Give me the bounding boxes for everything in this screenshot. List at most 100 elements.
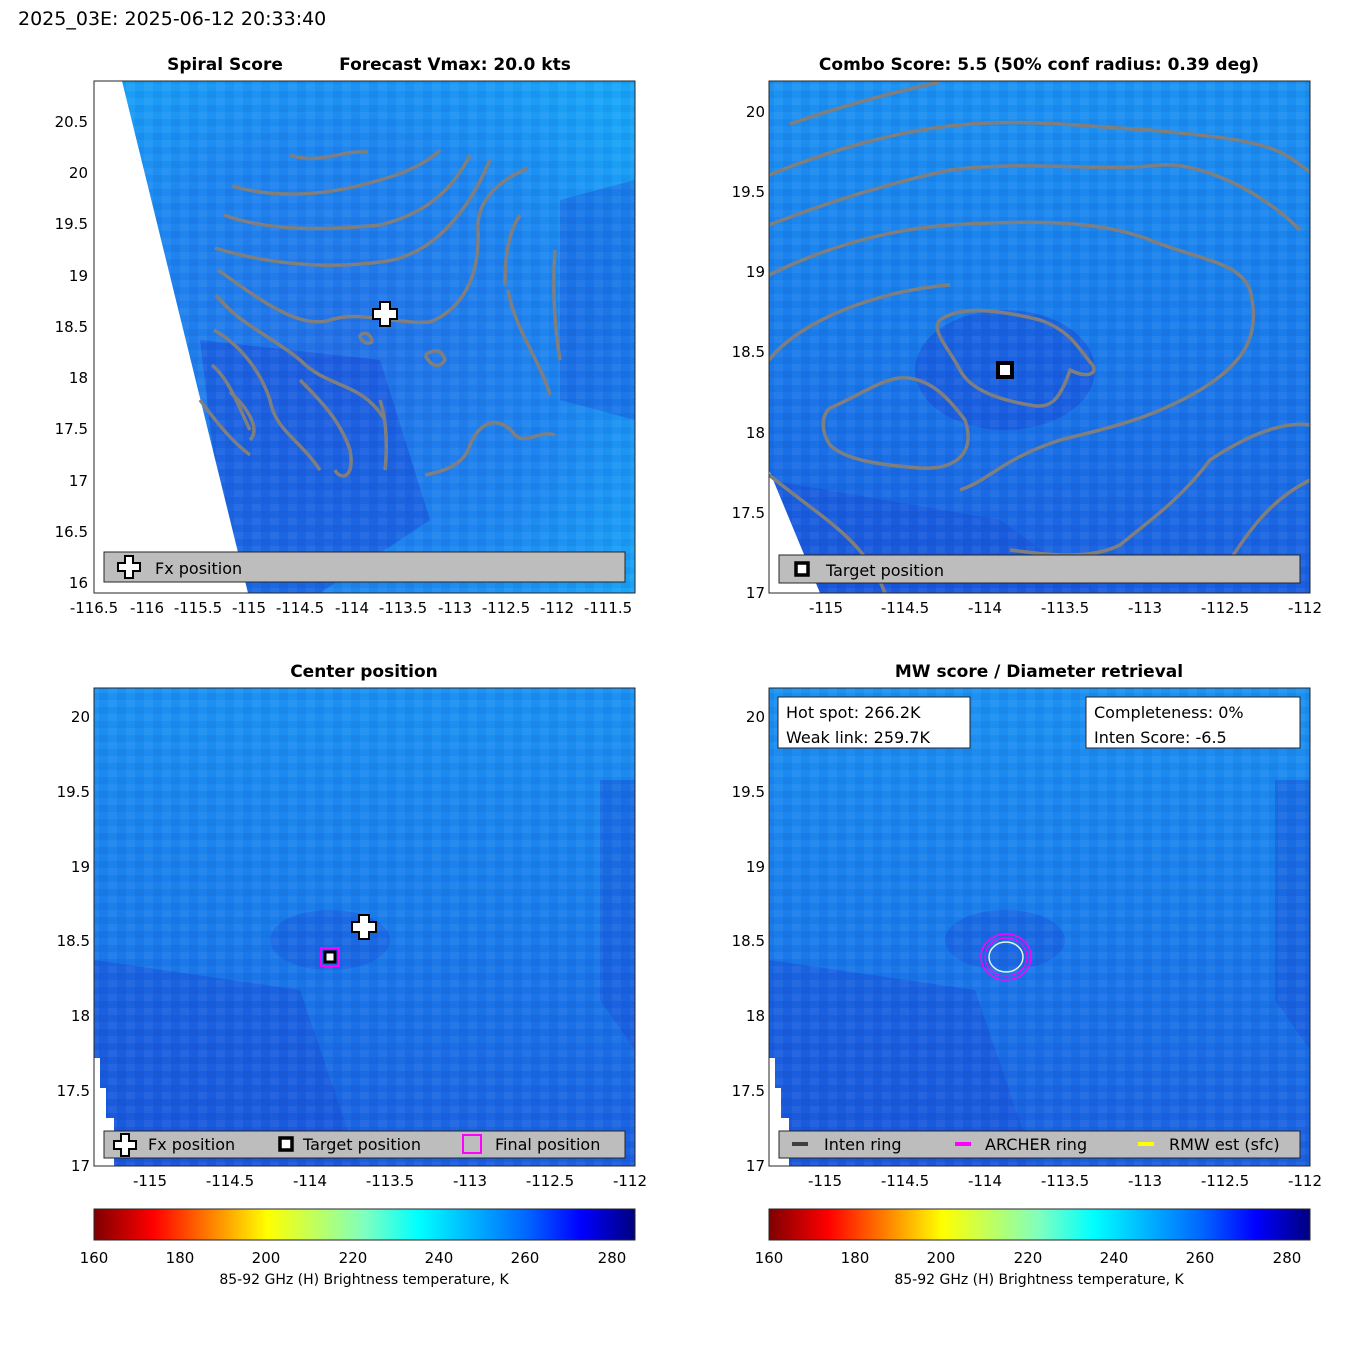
y-tick: 18.5: [57, 932, 90, 950]
spiral-xticks: -116.5 -116 -115.5 -115 -114.5 -114 -113…: [70, 599, 632, 617]
center-legend-target-label: Target position: [302, 1135, 421, 1154]
colorbar-tick: 280: [598, 1249, 627, 1267]
y-tick: 16: [69, 574, 88, 592]
center-legend: Fx position Target position Final positi…: [103, 1130, 626, 1159]
colorbar-tick: 180: [841, 1249, 870, 1267]
rmw-est-ring: [988, 941, 1024, 973]
x-tick: -113: [1128, 1172, 1162, 1190]
spiral-swath-gap: [94, 81, 248, 593]
mw-score-panel: MW score / Diameter retrieval Hot spot: …: [732, 662, 1322, 1190]
colorbar-tick: 200: [252, 1249, 281, 1267]
x-tick: -112.5: [1201, 1172, 1249, 1190]
mw-axes-frame: [768, 687, 1311, 1167]
y-tick: 20: [69, 164, 88, 182]
mw-legend-inten-label: Inten ring: [824, 1135, 902, 1154]
combo-legend-target-label: Target position: [825, 561, 944, 580]
x-tick: -115.5: [174, 599, 222, 617]
x-tick: -114.5: [881, 599, 929, 617]
hot-spot-text: Hot spot: 266.2K: [786, 703, 921, 722]
center-position-panel: Center position Fx position Target p: [57, 662, 647, 1190]
fx-position-legend-icon: [113, 1133, 137, 1157]
y-tick: 18: [746, 424, 765, 442]
y-tick: 19: [69, 267, 88, 285]
spiral-fx-position: [372, 301, 398, 327]
colorbar-right-ramp: [768, 1208, 1311, 1241]
x-tick: -114.5: [881, 1172, 929, 1190]
mw-legend-archer-label: ARCHER ring: [985, 1135, 1087, 1154]
archer-ring-inner: [984, 937, 1028, 977]
inten-score-text: Inten Score: -6.5: [1094, 728, 1227, 747]
y-tick: 20: [71, 708, 90, 726]
combo-xticks: -115 -114.5 -114 -113.5 -113 -112.5 -112: [809, 599, 1322, 617]
y-tick: 18: [69, 369, 88, 387]
spiral-axes-frame: [93, 80, 636, 594]
y-tick: 20.5: [55, 113, 88, 131]
spiral-legend-fx-label: Fx position: [155, 559, 242, 578]
y-tick: 18: [71, 1007, 90, 1025]
colorbar-tick: 200: [927, 1249, 956, 1267]
mw-xticks: -115 -114.5 -114 -113.5 -113 -112.5 -112: [808, 1172, 1322, 1190]
x-tick: -113: [1128, 599, 1162, 617]
x-tick: -114: [968, 599, 1002, 617]
x-tick: -112: [540, 599, 574, 617]
colorbar-tick: 220: [339, 1249, 368, 1267]
y-tick: 19: [71, 858, 90, 876]
combo-axes-frame: [768, 80, 1311, 594]
x-tick: -112: [1288, 1172, 1322, 1190]
y-tick: 17.5: [732, 504, 765, 522]
spiral-legend: Fx position: [103, 551, 626, 583]
y-tick: 18.5: [55, 318, 88, 336]
spiral-contours: [198, 148, 562, 478]
x-tick: -113.5: [1041, 599, 1089, 617]
mw-info-box-right: Completeness: 0% Inten Score: -6.5: [1085, 696, 1301, 749]
colorbar-tick: 280: [1273, 1249, 1302, 1267]
x-tick: -112.5: [526, 1172, 574, 1190]
y-tick: 17: [746, 584, 765, 602]
y-tick: 17: [69, 472, 88, 490]
colorbar-right-label: 85-92 GHz (H) Brightness temperature, K: [894, 1272, 1184, 1288]
colorbar-tick: 260: [1186, 1249, 1215, 1267]
center-yticks: 20 19.5 19 18.5 18 17.5 17: [57, 708, 90, 1175]
center-target-position: [323, 950, 337, 964]
mw-legend-rmw-label: RMW est (sfc): [1169, 1135, 1280, 1154]
fx-position-legend-icon: [117, 555, 141, 579]
y-tick: 18.5: [732, 343, 765, 361]
final-position-legend-icon: [462, 1134, 482, 1154]
y-tick: 17.5: [55, 420, 88, 438]
colorbar-left: 160 180 200 220 240 260 280 85-92 GHz (H…: [80, 1208, 636, 1288]
mw-info-box-left: Hot spot: 266.2K Weak link: 259.7K: [777, 696, 971, 749]
combo-score-panel: Combo Score: 5.5 (50% conf radius: 0.39 …: [732, 55, 1322, 617]
mw-legend: Inten ring ARCHER ring RMW est (sfc): [778, 1130, 1301, 1159]
x-tick: -114: [293, 1172, 327, 1190]
combo-yticks: 20 19.5 19 18.5 18 17.5 17: [732, 103, 765, 602]
colorbar-tick: 260: [511, 1249, 540, 1267]
y-tick: 18.5: [732, 932, 765, 950]
y-tick: 16.5: [55, 523, 88, 541]
x-tick: -114: [335, 599, 369, 617]
colorbar-right: 160 180 200 220 240 260 280 85-92 GHz (H…: [755, 1208, 1311, 1288]
x-tick: -113.5: [366, 1172, 414, 1190]
center-xticks: -115 -114.5 -114 -113.5 -113 -112.5 -112: [133, 1172, 647, 1190]
y-tick: 20: [746, 708, 765, 726]
colorbar-tick: 240: [425, 1249, 454, 1267]
x-tick: -115: [232, 599, 266, 617]
x-tick: -112.5: [482, 599, 530, 617]
x-tick: -113.5: [1041, 1172, 1089, 1190]
spiral-title-right: Forecast Vmax: 20.0 kts: [339, 55, 571, 75]
weak-link-text: Weak link: 259.7K: [786, 728, 930, 747]
spiral-title-left: Spiral Score: [167, 55, 283, 75]
figure-suptitle: 2025_03E: 2025-06-12 20:33:40: [18, 8, 327, 30]
y-tick: 17: [746, 1157, 765, 1175]
center-fx-position: [351, 914, 377, 940]
target-position-legend-icon: [794, 561, 810, 577]
colorbar-tick: 240: [1100, 1249, 1129, 1267]
center-title: Center position: [290, 662, 438, 682]
x-tick: -113: [453, 1172, 487, 1190]
x-tick: -113.5: [379, 599, 427, 617]
colorbar-right-ticks: 160 180 200 220 240 260 280: [755, 1249, 1302, 1267]
x-tick: -112: [1288, 599, 1322, 617]
y-tick: 19.5: [55, 215, 88, 233]
combo-target-position: [996, 361, 1014, 379]
colorbar-left-ticks: 160 180 200 220 240 260 280: [80, 1249, 627, 1267]
